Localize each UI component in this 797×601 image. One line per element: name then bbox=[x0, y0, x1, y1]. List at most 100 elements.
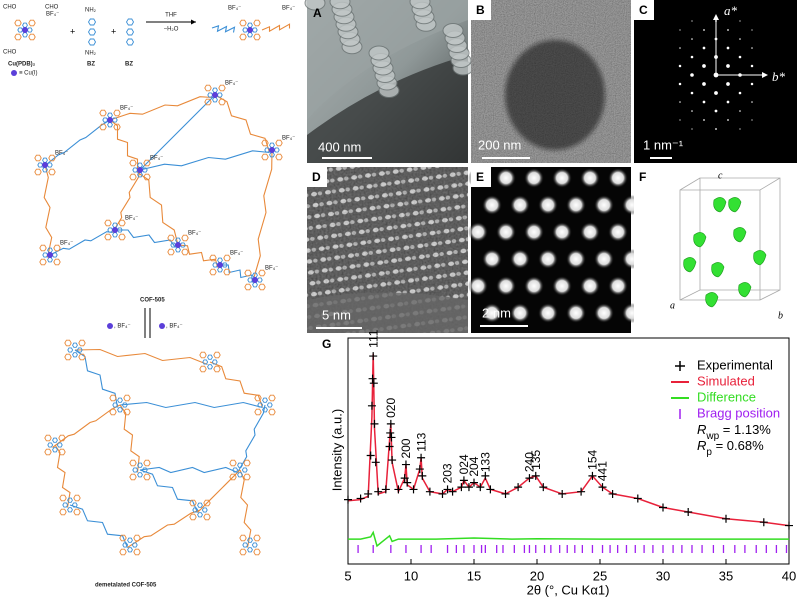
spot bbox=[739, 128, 741, 130]
scale-bar-label: 1 nm⁻¹ bbox=[643, 137, 684, 152]
ring bbox=[58, 448, 66, 456]
spot bbox=[751, 101, 753, 103]
data-point bbox=[684, 508, 693, 517]
ring bbox=[199, 351, 207, 359]
ring bbox=[72, 342, 78, 348]
stat-part: R bbox=[697, 438, 706, 453]
ring bbox=[125, 18, 135, 26]
stat-part: R bbox=[697, 422, 706, 437]
peak-label: 133 bbox=[479, 452, 493, 472]
ring bbox=[99, 123, 107, 131]
crystal-edge bbox=[307, 55, 468, 163]
density-blob bbox=[733, 227, 747, 243]
stat-part: = 1.13% bbox=[719, 422, 771, 437]
pxrd-chart: G Intensity (a.u.) 2θ (°, Cu Kα1) 5 10 15 2… bbox=[322, 329, 796, 597]
panel-letter: A bbox=[313, 6, 322, 20]
ring bbox=[107, 112, 113, 118]
ring bbox=[107, 122, 113, 128]
ring bbox=[34, 154, 42, 162]
cu-atom bbox=[47, 252, 53, 258]
blob bbox=[482, 303, 502, 323]
x-tick-label: 25 bbox=[593, 568, 607, 583]
ring bbox=[129, 473, 137, 481]
ring bbox=[46, 162, 53, 168]
data-point bbox=[386, 428, 395, 437]
blob bbox=[594, 195, 614, 215]
ring bbox=[197, 502, 203, 508]
ring bbox=[73, 494, 81, 502]
ring bbox=[143, 473, 151, 481]
ring bbox=[256, 277, 263, 283]
spot bbox=[726, 82, 730, 86]
ring bbox=[266, 402, 273, 408]
blob bbox=[482, 249, 502, 269]
ring bbox=[204, 98, 212, 106]
cu-atom bbox=[112, 227, 118, 233]
density-blobs bbox=[683, 197, 767, 308]
plus: + bbox=[70, 26, 75, 36]
unit-cell bbox=[679, 177, 781, 301]
spot bbox=[739, 20, 741, 22]
ring bbox=[197, 512, 203, 518]
letter-box bbox=[471, 167, 491, 187]
spot bbox=[679, 29, 681, 31]
ring bbox=[239, 19, 247, 27]
ring bbox=[258, 269, 266, 277]
cu-atom bbox=[22, 27, 28, 33]
blob bbox=[510, 249, 530, 269]
nh2-label: NH₂ bbox=[85, 51, 97, 57]
ring bbox=[239, 33, 247, 41]
peak-label: 154 bbox=[586, 450, 600, 470]
cu-dot bbox=[107, 323, 113, 329]
blob bbox=[468, 222, 488, 242]
ring bbox=[247, 547, 253, 553]
blob bbox=[524, 276, 544, 296]
blob bbox=[594, 249, 614, 269]
data-point bbox=[387, 433, 396, 442]
ring bbox=[104, 219, 112, 227]
ring bbox=[87, 38, 97, 46]
ring bbox=[141, 467, 148, 473]
data-point bbox=[374, 487, 383, 496]
spot bbox=[750, 64, 754, 68]
grain bbox=[368, 45, 390, 61]
blob bbox=[608, 276, 628, 296]
blob bbox=[552, 276, 572, 296]
ring bbox=[242, 542, 249, 548]
x-tick-label: 15 bbox=[467, 568, 481, 583]
data-point bbox=[608, 489, 617, 498]
ring bbox=[275, 153, 283, 161]
ring bbox=[127, 537, 133, 543]
ring bbox=[167, 248, 175, 256]
spot bbox=[679, 101, 681, 103]
blob bbox=[468, 276, 488, 296]
ring bbox=[181, 248, 189, 256]
ring bbox=[133, 534, 141, 542]
data-point bbox=[417, 453, 426, 462]
ring bbox=[119, 534, 127, 542]
ring bbox=[137, 162, 143, 168]
linker bbox=[119, 404, 140, 473]
ring bbox=[59, 494, 67, 502]
nh2-label: NH₂ bbox=[85, 8, 97, 14]
panel-letter: F bbox=[639, 170, 646, 184]
data-point bbox=[514, 483, 523, 492]
ring bbox=[47, 442, 54, 448]
spot bbox=[678, 64, 682, 68]
density-blob bbox=[738, 282, 752, 298]
ring bbox=[212, 262, 219, 268]
ring bbox=[113, 123, 121, 131]
reaction-arrowhead bbox=[191, 19, 196, 25]
blob bbox=[538, 195, 558, 215]
ring bbox=[58, 434, 66, 442]
grain bbox=[304, 0, 326, 11]
linker bbox=[214, 94, 271, 153]
ring bbox=[189, 513, 197, 521]
ring bbox=[127, 547, 133, 553]
ring bbox=[132, 167, 139, 173]
reactant-label: Cu(PDB)₂ bbox=[8, 62, 36, 68]
cu-dot bbox=[159, 323, 165, 329]
blob bbox=[496, 222, 516, 242]
linker bbox=[177, 244, 219, 268]
linker bbox=[74, 348, 208, 366]
